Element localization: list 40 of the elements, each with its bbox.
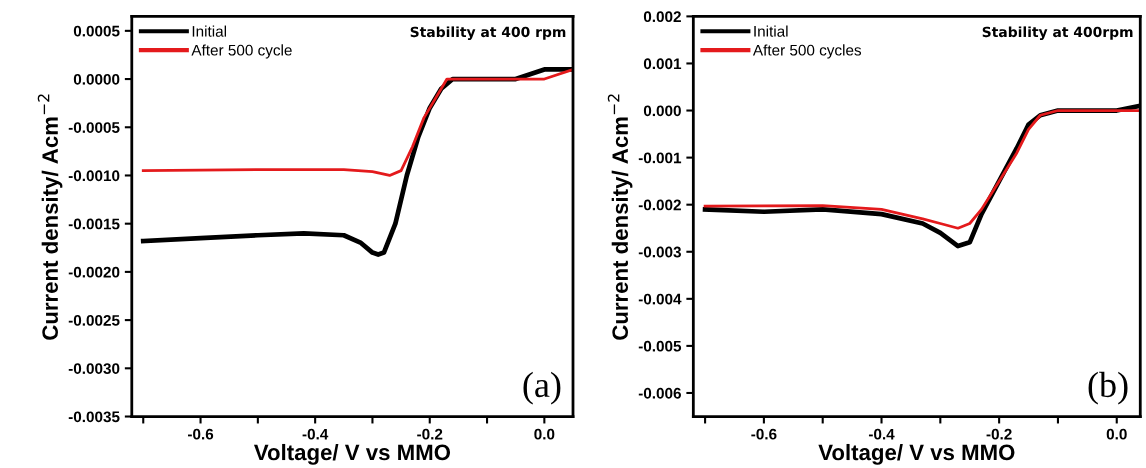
legend-label: Initial bbox=[754, 25, 788, 37]
x-tick-label: -0.4 bbox=[302, 428, 329, 440]
y-tick-label: -0.005 bbox=[638, 340, 682, 352]
x-tick-label: -0.2 bbox=[986, 428, 1012, 440]
x-tick-label: -0.6 bbox=[187, 428, 214, 440]
line-series bbox=[141, 68, 573, 177]
y-tick-label: -0.0010 bbox=[68, 170, 120, 182]
y-tick-label: 0.001 bbox=[643, 58, 682, 70]
x-tick-label: -0.4 bbox=[868, 428, 895, 440]
legend-label: After 500 cycles bbox=[752, 44, 862, 59]
y-tick-label: -0.0025 bbox=[68, 314, 120, 326]
line-series bbox=[703, 109, 1141, 230]
x-tick-label: 0.0 bbox=[1106, 428, 1127, 440]
annotation: (a) bbox=[523, 371, 561, 405]
y-tick-label: -0.001 bbox=[638, 152, 682, 164]
y-tick-label: -0.0020 bbox=[68, 266, 120, 278]
x-tick-label: -0.6 bbox=[751, 428, 777, 440]
y-tick-label: -0.0005 bbox=[68, 122, 120, 133]
y-tick-label: -0.002 bbox=[638, 199, 681, 211]
x-axis-title: Voltage/ V vs MMO bbox=[818, 443, 1015, 465]
x-axis-title: Voltage/ V vs MMO bbox=[253, 443, 451, 465]
y-axis-title: Current density/ Acm$^{−2}$ bbox=[37, 94, 63, 340]
y-tick-label: 0.0000 bbox=[73, 73, 120, 85]
y-tick-label: 0.002 bbox=[643, 11, 681, 23]
y-axis-title: Current density/ Acm$^{−2}$ bbox=[607, 94, 633, 340]
y-tick-label: -0.004 bbox=[638, 293, 682, 305]
annotation: Stability at 400rpm bbox=[982, 26, 1133, 40]
y-tick-label: -0.006 bbox=[638, 387, 681, 399]
y-tick-label: -0.0030 bbox=[68, 363, 120, 375]
y-tick-label: 0.0005 bbox=[73, 25, 120, 37]
legend-label: After 500 cycle bbox=[191, 44, 292, 59]
y-tick-label: 0.000 bbox=[643, 105, 681, 117]
legend-label: Initial bbox=[192, 25, 227, 37]
x-tick-label: 0.0 bbox=[534, 428, 555, 440]
y-tick-label: -0.0015 bbox=[68, 218, 120, 230]
x-tick-label: -0.2 bbox=[417, 428, 443, 440]
y-tick-label: -0.0035 bbox=[68, 411, 120, 423]
y-tick-label: -0.003 bbox=[638, 246, 681, 258]
annotation: Stability at 400 rpm bbox=[410, 26, 566, 40]
annotation: (b) bbox=[1088, 371, 1128, 405]
